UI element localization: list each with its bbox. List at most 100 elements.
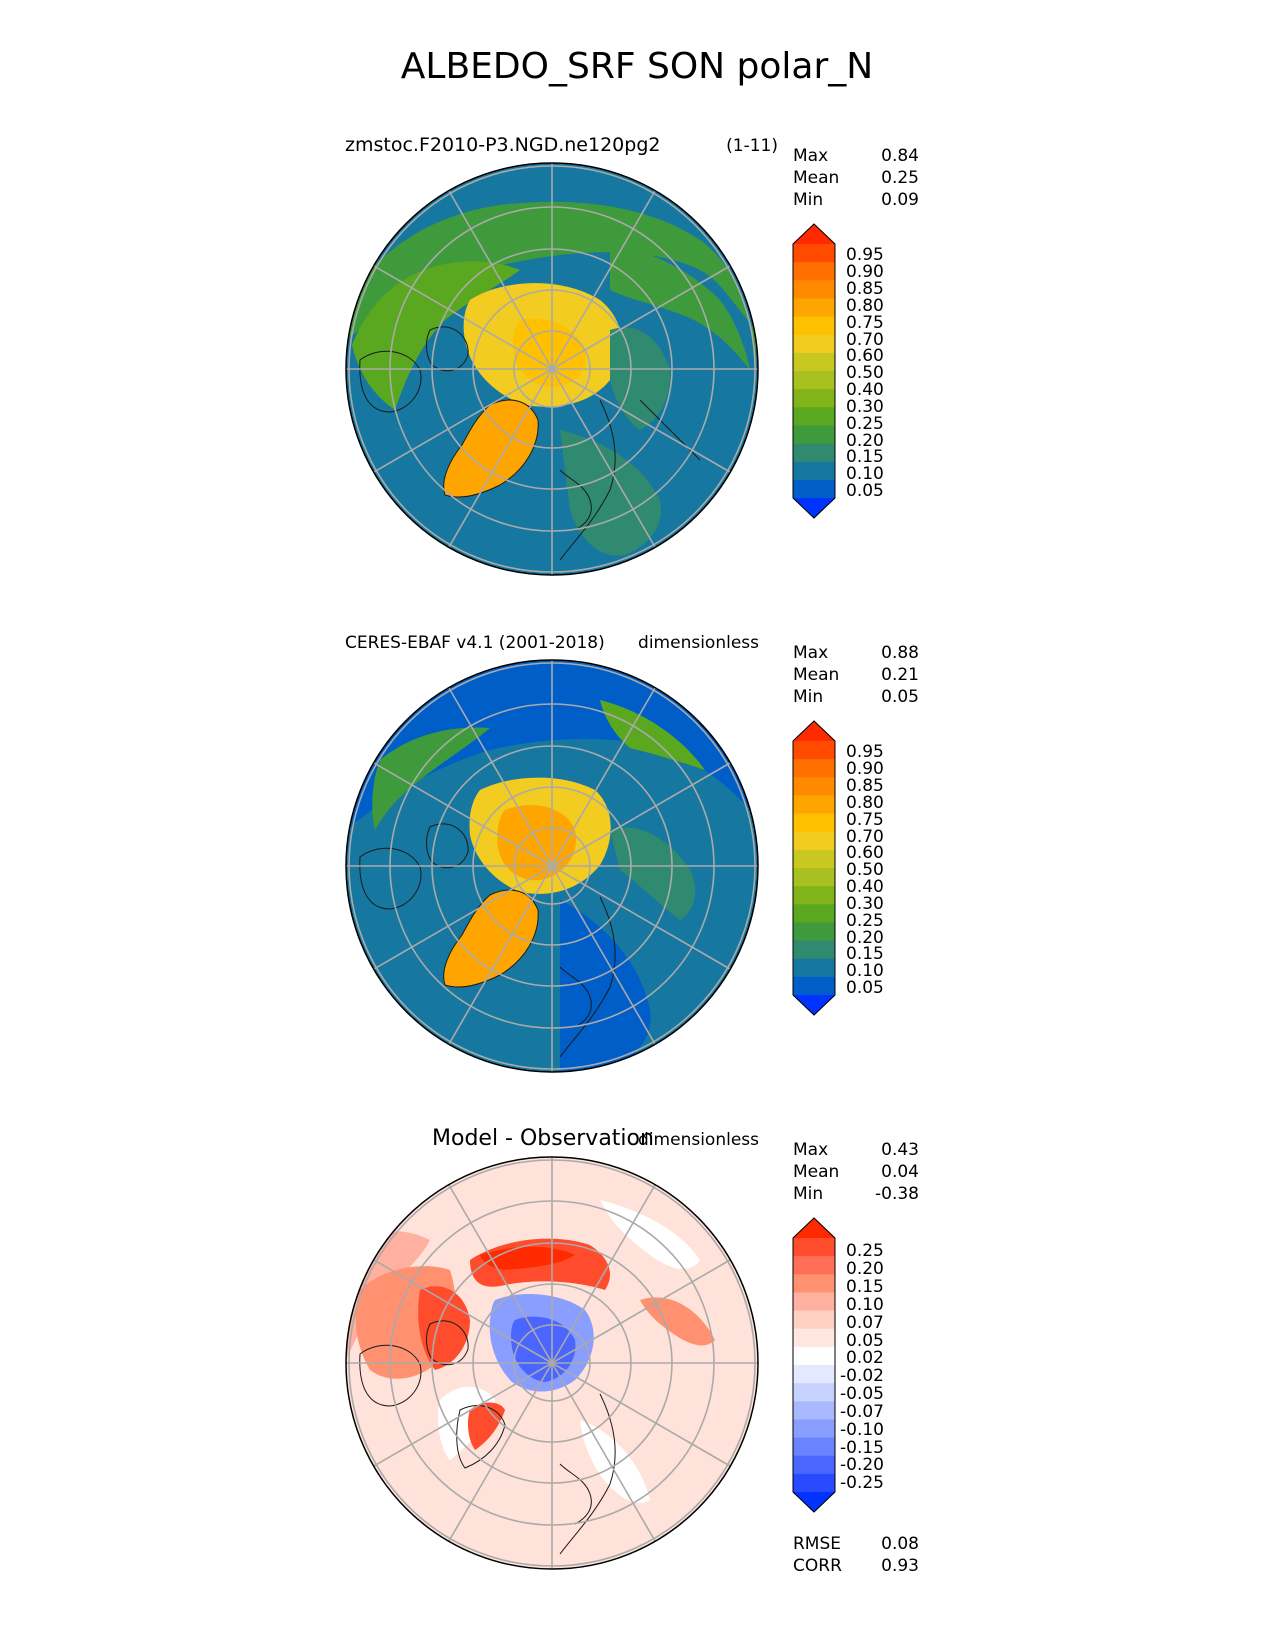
colorbar-tick: 0.40	[846, 380, 884, 400]
metric-label: RMSE	[793, 1534, 841, 1554]
colorbar-swatch	[793, 1292, 835, 1312]
colorbar-swatch	[793, 1346, 835, 1366]
colorbar-tick: 0.15	[846, 447, 884, 467]
graticule	[346, 1157, 758, 1569]
colorbar-tick: 0.20	[846, 1259, 884, 1279]
colorbar-extend-max	[793, 224, 835, 244]
colorbar-tick: 0.70	[846, 827, 884, 847]
colorbar-tick: 0.40	[846, 877, 884, 897]
graticule	[346, 163, 758, 575]
colorbar-tick: 0.10	[846, 464, 884, 484]
colorbar-tick: 0.15	[846, 1277, 884, 1297]
colorbar-model: 0.95 0.90 0.85 0.80 0.75 0.70 0.60 0.50 …	[792, 223, 884, 519]
colorbar-tick: 0.10	[846, 961, 884, 981]
stat-label: Min	[793, 1184, 823, 1204]
panel-observation: CERES-EBAF v4.1 (2001-2018) dimensionles…	[345, 633, 919, 1073]
colorbar-swatch	[793, 1328, 835, 1348]
map-border	[345, 1156, 759, 1570]
colorbar-extend-max	[793, 1218, 835, 1238]
colorbar-swatch	[793, 1274, 835, 1294]
colorbar-swatch	[793, 1256, 835, 1275]
stat-label: Max	[793, 1140, 828, 1160]
colorbar-tick: 0.10	[846, 1295, 884, 1315]
stat-label: Mean	[793, 168, 839, 188]
map-border	[345, 659, 759, 1073]
colorbar-tick: 0.50	[846, 363, 884, 383]
stat-value: 0.09	[881, 190, 919, 210]
colorbar-tick: 0.60	[846, 843, 884, 863]
colorbar-swatch	[793, 316, 835, 336]
colorbar-swatch	[793, 280, 835, 300]
map-border	[345, 162, 759, 576]
colorbar-extend-min	[793, 498, 835, 518]
colorbar-tick: 0.70	[846, 330, 884, 350]
polar-map-observation	[346, 660, 758, 1072]
colorbar-tick: 0.95	[846, 245, 884, 265]
colorbar-swatch	[793, 1473, 835, 1493]
colorbar-swatch	[793, 1383, 835, 1402]
colorbar-tick: 0.05	[846, 978, 884, 998]
colorbar-swatch	[793, 940, 835, 960]
colorbar-tick: 0.20	[846, 431, 884, 451]
colorbar-tick: -0.10	[840, 1420, 884, 1440]
colorbar-swatch	[793, 1365, 835, 1384]
panel-difference: Model - Observation dimensionless	[345, 1126, 919, 1576]
colorbar-swatch	[793, 461, 835, 481]
colorbar-swatches	[792, 1217, 836, 1513]
metric-value: 0.08	[881, 1534, 919, 1554]
colorbar-tick: 0.30	[846, 894, 884, 914]
colorbar-swatch	[793, 922, 835, 942]
coastlines	[359, 326, 701, 561]
colorbar-swatch	[793, 371, 835, 390]
colorbar-tick: 0.90	[846, 262, 884, 282]
colorbar-swatch	[793, 1419, 835, 1439]
stat-value: 0.05	[881, 687, 919, 707]
colorbar-extend-min	[793, 1492, 835, 1512]
colorbar-tick: 0.25	[846, 414, 884, 434]
colorbar-swatch	[793, 479, 835, 499]
stat-value: 0.04	[881, 1162, 919, 1182]
panel-model: zmstoc.F2010-P3.NGD.ne120pg2 (1-11)	[345, 134, 919, 576]
colorbar-swatch	[793, 443, 835, 463]
colorbar-swatch	[793, 795, 835, 815]
stat-value: 0.84	[881, 146, 919, 166]
stat-label: Max	[793, 146, 828, 166]
stat-value: -0.38	[875, 1184, 919, 1204]
colorbar-swatches	[792, 223, 836, 519]
colorbar-outline	[792, 720, 836, 1016]
colorbar-tick: 0.80	[846, 296, 884, 316]
colorbar-swatch	[793, 1437, 835, 1457]
colorbar-tick: 0.95	[846, 742, 884, 762]
colorbar-tick: 0.90	[846, 759, 884, 779]
stats-observation: Max 0.88 Mean 0.21 Min 0.05	[793, 643, 919, 707]
colorbar-swatch	[793, 298, 835, 318]
colorbar-tick: 0.85	[846, 279, 884, 299]
colorbar-swatch	[793, 1310, 835, 1330]
colorbar-tick: 0.25	[846, 1241, 884, 1261]
colorbar-outline	[792, 1217, 836, 1513]
colorbar-swatch	[793, 777, 835, 797]
colorbar-swatch	[793, 904, 835, 924]
figure-title: ALBEDO_SRF SON polar_N	[401, 46, 873, 87]
colorbar-swatch	[793, 1455, 835, 1475]
colorbar-swatch	[793, 1401, 835, 1421]
colorbar-tick: 0.75	[846, 810, 884, 830]
colorbar-tick: 0.20	[846, 928, 884, 948]
colorbar-swatch	[793, 831, 835, 851]
colorbar-tick: 0.60	[846, 346, 884, 366]
colorbar-swatch	[793, 389, 835, 408]
colorbar-swatch	[793, 976, 835, 996]
colorbar-tick: 0.05	[846, 1331, 884, 1351]
colorbar-swatch	[793, 868, 835, 887]
stat-label: Mean	[793, 665, 839, 685]
colorbar-tick: -0.07	[840, 1402, 884, 1422]
stat-label: Mean	[793, 1162, 839, 1182]
polar-map-model	[346, 163, 758, 575]
metric-value: 0.93	[881, 1556, 919, 1576]
stats-model: Max 0.84 Mean 0.25 Min 0.09	[793, 146, 919, 210]
colorbar-extend-max	[793, 721, 835, 741]
colorbar-swatch	[793, 244, 835, 263]
colorbar-tick: 0.85	[846, 776, 884, 796]
panel-difference-units: dimensionless	[638, 1130, 759, 1150]
